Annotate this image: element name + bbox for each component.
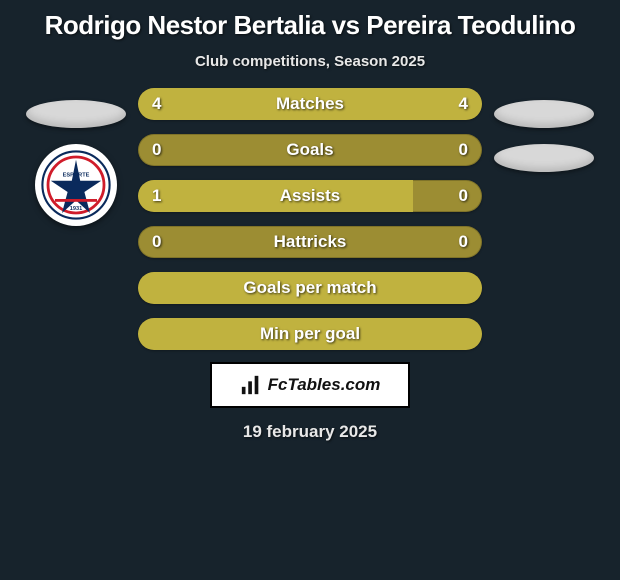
svg-text:ESPORTE: ESPORTE	[63, 173, 90, 179]
svg-text:1931: 1931	[70, 206, 82, 212]
bar-value-right: 4	[459, 94, 468, 114]
bar-fill-left	[138, 318, 482, 350]
right-player-col	[494, 88, 594, 172]
stat-bar: 10Assists	[138, 180, 482, 212]
bar-fill-left	[138, 272, 482, 304]
club-placeholder-ellipse	[494, 144, 594, 172]
bar-value-right: 0	[459, 232, 468, 252]
club-badge-bahia: ESPORTE 1931	[35, 144, 117, 226]
chart-icon	[240, 374, 262, 396]
stat-bars: 44Matches00Goals10Assists00HattricksGoal…	[138, 88, 482, 350]
stat-bar: Goals per match	[138, 272, 482, 304]
fctables-label: FcTables.com	[268, 375, 381, 395]
bar-fill-left	[138, 88, 310, 120]
bar-value-left: 0	[152, 140, 161, 160]
player-placeholder-ellipse	[26, 100, 126, 128]
left-player-col: ESPORTE 1931	[26, 88, 126, 226]
bar-label: Goals	[138, 140, 482, 160]
bar-label: Hattricks	[138, 232, 482, 252]
player-placeholder-ellipse	[494, 100, 594, 128]
bar-value-right: 0	[459, 140, 468, 160]
comparison-content: ESPORTE 1931 44Matches00Goals10Assists00…	[0, 88, 620, 350]
stat-bar: 0 0Goals	[138, 134, 482, 166]
stat-bar: 44Matches	[138, 88, 482, 120]
bar-value-left: 4	[152, 94, 161, 114]
page-subtitle: Club competitions, Season 2025	[0, 45, 620, 88]
stat-bar: Min per goal	[138, 318, 482, 350]
bar-fill-left	[138, 180, 413, 212]
page-title: Rodrigo Nestor Bertalia vs Pereira Teodu…	[0, 0, 620, 45]
bar-value-right: 0	[459, 186, 468, 206]
fctables-logo: FcTables.com	[210, 362, 410, 408]
date-label: 19 february 2025	[0, 408, 620, 456]
club-badge-icon: ESPORTE 1931	[41, 150, 111, 220]
bar-fill-right	[310, 88, 482, 120]
bar-value-left: 0	[152, 232, 161, 252]
bar-value-left: 1	[152, 186, 161, 206]
stat-bar: 0 0Hattricks	[138, 226, 482, 258]
